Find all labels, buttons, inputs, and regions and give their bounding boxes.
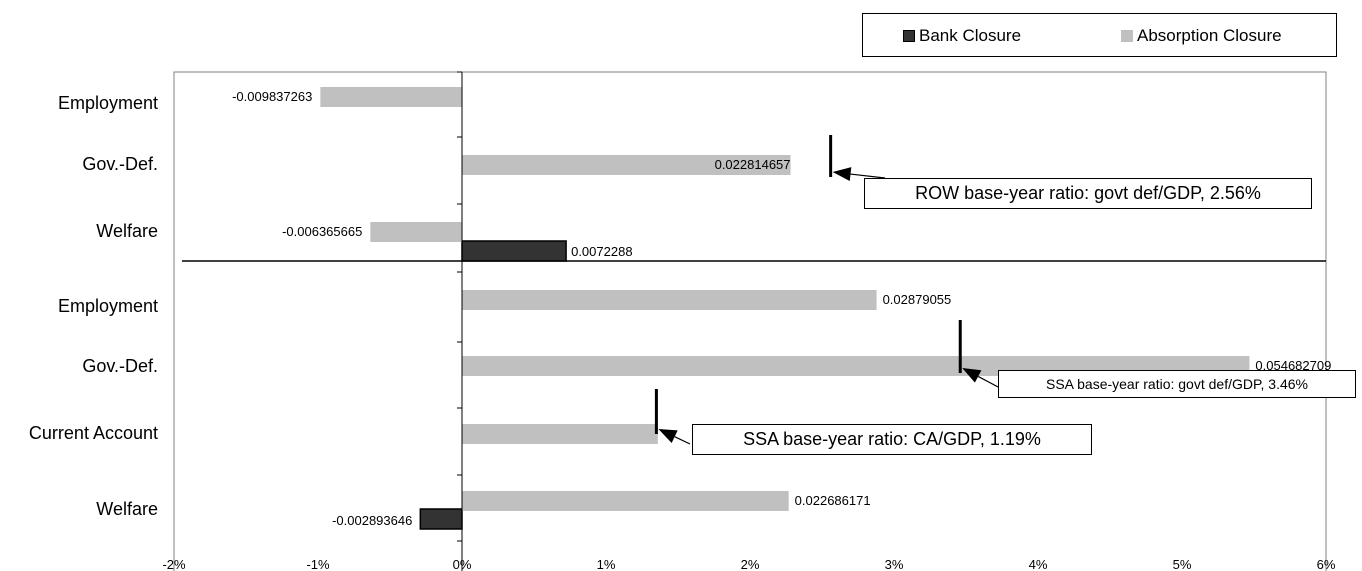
category-label: Welfare [96,221,158,241]
absorption-closure-bar [462,290,877,310]
data-label: -0.002893646 [332,513,412,528]
legend-swatch-absorption [1121,30,1133,42]
x-tick-label: 4% [1029,557,1048,571]
x-tick-label: 6% [1317,557,1336,571]
data-label: 0.0072288 [571,244,632,259]
bank-closure-bar [419,508,463,530]
x-tick-label: -2% [162,557,186,571]
data-label: 0.022686171 [795,493,871,508]
annotation-row-govt-def: ROW base-year ratio: govt def/GDP, 2.56% [864,178,1312,209]
data-label: 0.054682709 [1255,358,1331,373]
category-label: Employment [58,93,158,113]
x-tick-label: 0% [453,557,472,571]
annotation-ssa-ca: SSA base-year ratio: CA/GDP, 1.19% [692,424,1092,455]
category-label: Gov.-Def. [82,154,158,174]
category-label: Gov.-Def. [82,356,158,376]
absorption-closure-bar [370,222,462,242]
x-tick-label: -1% [306,557,330,571]
annotation-arrow-line [674,436,691,445]
legend-item-bank-closure: Bank Closure [903,26,1021,46]
category-label: Welfare [96,499,158,519]
annotation-arrowhead [658,429,678,444]
x-tick-label: 5% [1173,557,1192,571]
data-label: -0.009837263 [232,89,312,104]
annotation-ssa-govt-def: SSA base-year ratio: govt def/GDP, 3.46% [998,370,1356,398]
annotation-arrowhead [962,368,982,383]
bank-closure-bar [461,240,567,262]
absorption-closure-bar [462,424,658,444]
absorption-closure-bar [462,155,791,175]
data-label: -0.006365665 [282,224,362,239]
x-tick-label: 1% [597,557,616,571]
data-label: 0.022814657 [715,157,791,172]
legend-label-absorption: Absorption Closure [1137,26,1282,45]
legend-swatch-bank [903,30,915,42]
x-tick-label: 3% [885,557,904,571]
annotation-arrow-line [977,375,1001,389]
annotation-arrowhead [832,167,852,182]
absorption-closure-bar [462,491,789,511]
annotation-arrow-line [850,173,886,179]
absorption-closure-bar [320,87,462,107]
category-label: Employment [58,296,158,316]
data-label: 0.02879055 [883,292,952,307]
category-label: Current Account [29,423,158,443]
legend-label-bank: Bank Closure [919,26,1022,45]
legend-item-absorption-closure: Absorption Closure [1121,26,1282,46]
legend: Bank Closure Absorption Closure [862,13,1337,57]
x-tick-label: 2% [741,557,760,571]
